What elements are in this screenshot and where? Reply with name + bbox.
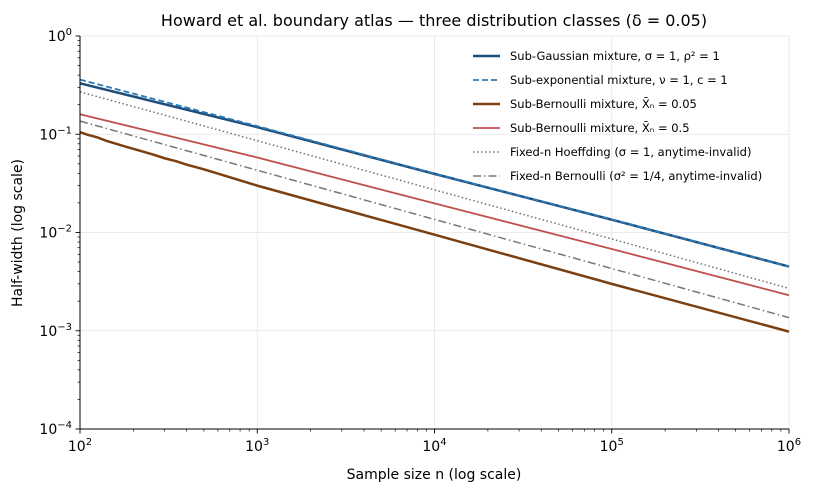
legend-item-5: Fixed-n Hoeffding (σ = 1, anytime-invali… — [473, 145, 751, 159]
legend-label: Fixed-n Hoeffding (σ = 1, anytime-invali… — [510, 145, 751, 159]
x-tick-label: 103 — [245, 437, 269, 455]
x-axis-label: Sample size n (log scale) — [347, 467, 522, 483]
legend-item-4: Sub-Bernoulli mixture, X̄ₙ = 0.5 — [473, 121, 690, 135]
legend-label: Sub-Gaussian mixture, σ = 1, ρ² = 1 — [510, 49, 720, 63]
y-tick-label: 100 — [48, 27, 72, 45]
y-tick-label: 10−2 — [39, 224, 72, 242]
x-tick-label: 104 — [422, 437, 446, 455]
ticks: 102 103 104 105 106 10−4 10−3 10−2 10−1 100 — [39, 27, 801, 455]
series-line-6 — [79, 120, 790, 319]
y-tick-label: 10−3 — [39, 322, 72, 340]
legend-label: Fixed-n Bernoulli (σ² = 1/4, anytime-inv… — [510, 169, 762, 183]
x-tick-label: 105 — [600, 437, 624, 455]
series-line-5 — [79, 91, 790, 290]
legend-label: Sub-exponential mixture, ν = 1, c = 1 — [510, 73, 728, 87]
grid — [80, 35, 790, 429]
legend-label: Sub-Bernoulli mixture, X̄ₙ = 0.5 — [510, 121, 690, 135]
x-tick-label: 106 — [777, 437, 801, 455]
y-tick-label: 10−1 — [39, 125, 72, 143]
legend-item-1: Sub-Gaussian mixture, σ = 1, ρ² = 1 — [473, 49, 720, 63]
series-line-4 — [79, 113, 790, 297]
x-tick-label: 102 — [68, 437, 92, 455]
legend-item-3: Sub-Bernoulli mixture, X̄ₙ = 0.05 — [473, 97, 697, 111]
series-line-3 — [79, 130, 790, 333]
legend-item-2: Sub-exponential mixture, ν = 1, c = 1 — [473, 73, 728, 87]
series-line-1 — [79, 82, 790, 268]
legend: Sub-Gaussian mixture, σ = 1, ρ² = 1 Sub-e… — [473, 49, 762, 183]
series-line-2 — [79, 78, 790, 268]
y-tick-label: 10−4 — [39, 420, 72, 438]
legend-item-6: Fixed-n Bernoulli (σ² = 1/4, anytime-inv… — [473, 169, 762, 183]
plot-lines — [79, 78, 790, 333]
chart-title-param: (δ = 0.05) — [626, 11, 707, 30]
legend-label: Sub-Bernoulli mixture, X̄ₙ = 0.05 — [510, 97, 697, 111]
y-axis-label: Half-width (log scale) — [10, 159, 26, 307]
chart-title: Howard et al. boundary atlas — three dis… — [161, 11, 707, 30]
